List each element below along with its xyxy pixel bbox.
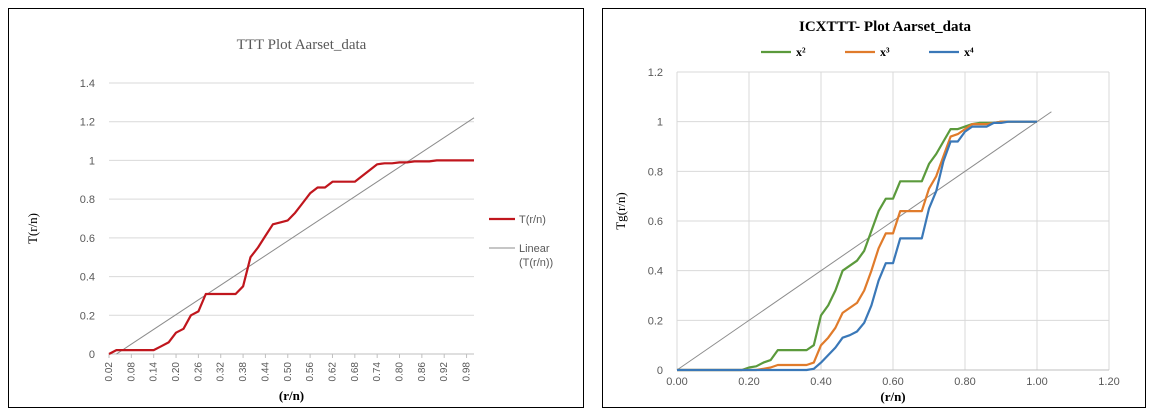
y-tick-label: 1.4: [80, 78, 95, 90]
x-axis-label: (r/n): [279, 388, 304, 403]
x-tick-label: 0.80: [395, 362, 406, 382]
y-axis-label: Tg(r/n): [613, 192, 628, 230]
x-tick-label: 0.62: [327, 362, 338, 382]
legend-label-t-r-n: T(r/n): [519, 214, 546, 226]
x-tick-label: 0.32: [216, 362, 227, 382]
ttt-plot-svg: TTT Plot Aarset_data 0 0.2 0.4 0.6 0.8 1 1.2 1.4…: [25, 37, 553, 403]
y-tick-label: 0.2: [80, 310, 95, 322]
x-tick-label: 0.40: [810, 376, 831, 388]
y-tick-label: 1: [657, 117, 663, 129]
legend-label-x-cubed: x³: [880, 45, 890, 59]
y-tick-label: 0.8: [80, 194, 95, 206]
x-tick-label: 0.98: [462, 362, 473, 382]
x-tick-label: 0.02: [104, 362, 115, 382]
legend-label-x-fourth: x⁴: [964, 45, 974, 59]
y-tick-label: 0.2: [648, 315, 663, 327]
y-tick-label: 0.6: [648, 216, 663, 228]
legend-label-x-squared: x²: [796, 45, 806, 59]
y-tick-label: 0.6: [80, 233, 95, 245]
series-line-x-fourth: [677, 120, 1037, 372]
y-axis-label: T(r/n): [25, 213, 40, 244]
chart-title: ICXTTT- Plot Aarset_data: [799, 19, 971, 35]
x-tick-label: 0.44: [260, 362, 271, 382]
x-tick-label: 0.80: [954, 376, 975, 388]
x-tick-label: 0.08: [126, 362, 137, 382]
y-tick-label: 1.2: [648, 67, 663, 79]
x-tick-label: 0.14: [149, 362, 160, 382]
x-tick-label: 0.60: [882, 376, 903, 388]
x-tick-label: 0.20: [171, 362, 182, 382]
y-tick-label: 0.8: [648, 166, 663, 178]
icxttt-plot-panel: ICXTTT- Plot Aarset_data 0 0.2 0.4 0.6 0.8 1 1.…: [602, 8, 1146, 408]
x-tick-label: 1.20: [1098, 376, 1119, 388]
y-tick-label: 1: [89, 155, 95, 167]
y-tick-label: 0.4: [80, 272, 95, 284]
x-tick-label: 0.92: [439, 362, 450, 382]
y-tick-label: 0: [89, 349, 95, 361]
x-tick-label: 0.26: [193, 362, 204, 382]
x-tick-label: 0.86: [417, 362, 428, 382]
x-axis-label: (r/n): [880, 389, 905, 404]
x-tick-label: 0.50: [283, 362, 294, 382]
ttt-plot-panel: TTT Plot Aarset_data 0 0.2 0.4 0.6 0.8 1 1.2 1.4…: [8, 8, 584, 408]
x-tick-label: 0.00: [666, 376, 687, 388]
series-line-t-r-n: [108, 159, 474, 355]
x-tick-label: 0.68: [350, 362, 361, 382]
x-tick-label: 0.20: [738, 376, 759, 388]
chart-title: TTT Plot Aarset_data: [237, 37, 367, 53]
x-tick-label: 0.56: [305, 362, 316, 382]
linear-trendline: [116, 117, 475, 355]
y-tick-label: 1.2: [80, 117, 95, 129]
icxttt-plot-svg: ICXTTT- Plot Aarset_data 0 0.2 0.4 0.6 0.8 1 1.…: [613, 19, 1120, 404]
x-tick-label: 1.00: [1026, 376, 1047, 388]
x-tick-label: 0.38: [238, 362, 249, 382]
reference-diagonal-line: [676, 111, 1052, 371]
y-tick-label: 0.4: [648, 266, 663, 278]
y-tick-label: 0: [657, 365, 663, 377]
legend-label-linear-2: (T(r/n)): [519, 257, 553, 269]
series-line-x-cubed: [677, 120, 1037, 372]
x-tick-label: 0.74: [372, 362, 383, 382]
legend-label-linear: Linear: [519, 243, 550, 255]
